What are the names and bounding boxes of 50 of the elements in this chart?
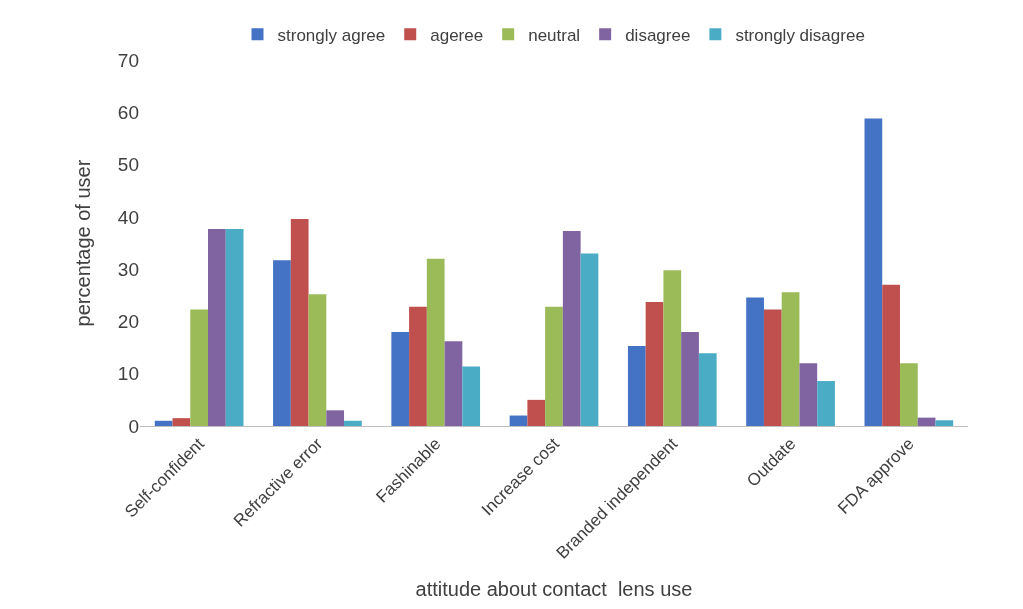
bar [627,346,646,426]
bar [580,253,599,426]
bar [344,420,362,426]
bar [562,230,581,426]
bar [899,363,918,426]
y-tick-label: 30 [117,258,139,280]
bar [698,353,717,426]
bar [444,341,463,426]
bar [154,420,173,426]
x-axis-title: attitude about contact lens use [415,578,693,601]
y-tick-label: 40 [117,206,139,228]
bar [864,118,883,426]
bar [781,292,800,426]
bar [746,297,764,426]
y-axis-title: percentage of user [72,159,94,327]
bar [409,306,427,426]
bar [509,415,528,426]
y-tick-label: 70 [117,49,139,71]
bar [190,309,209,426]
y-tick-label: 60 [117,101,139,123]
bar [917,417,936,426]
bar [462,366,481,426]
bar [391,331,410,426]
y-tick-label: 10 [117,363,139,385]
y-tick-label: 0 [128,415,139,437]
bar [527,399,546,426]
bar [326,410,345,426]
legend-label: neutral [528,25,581,45]
bar [763,309,782,426]
y-tick-label: 50 [117,154,139,176]
bar [882,284,900,426]
bar [273,260,291,426]
bar [663,270,682,426]
bar [172,418,191,426]
bar [308,294,327,426]
bar [935,420,954,426]
bar [290,218,309,426]
bar [817,381,835,426]
bar [545,306,563,426]
bar [645,302,664,426]
legend-label: ageree [430,25,484,45]
legend-label: disagree [625,25,691,45]
bar [225,228,244,426]
y-tick-label: 20 [117,311,139,333]
bar [426,258,445,426]
bar [681,331,699,426]
bar [799,363,818,426]
legend-label: strongly disagree [735,25,865,45]
bar [208,228,226,426]
legend-label: strongly agree [277,25,386,45]
